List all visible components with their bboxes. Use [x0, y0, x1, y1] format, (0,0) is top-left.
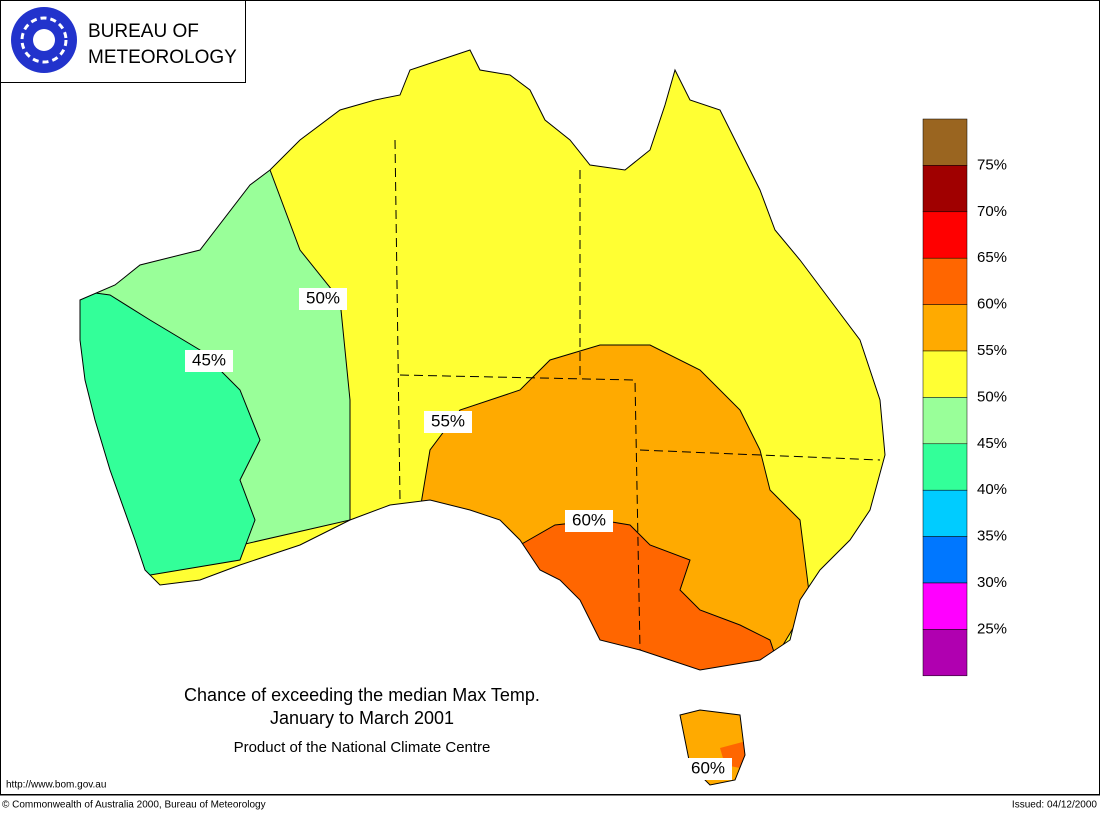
legend-label: 60% [977, 296, 1007, 313]
legend-swatch [922, 536, 968, 584]
legend-label: 35% [977, 528, 1007, 545]
legend-label: 45% [977, 435, 1007, 452]
label-bg [299, 288, 347, 310]
label-bg [424, 411, 472, 433]
legend-label: 75% [977, 156, 1007, 173]
legend-swatch [922, 350, 968, 398]
label-bg [684, 758, 732, 780]
legend-swatch [922, 397, 968, 445]
legend-swatch [922, 304, 968, 352]
tasmania [680, 710, 745, 785]
map-label: 45% [192, 350, 226, 369]
coastline [79, 49, 886, 671]
legend-label: 65% [977, 249, 1007, 266]
map-label: 55% [431, 411, 465, 430]
subtitle: Product of the National Climate Centre [234, 739, 491, 756]
legend-label: 40% [977, 481, 1007, 498]
legend-swatch [922, 582, 968, 630]
legend-label: 70% [977, 203, 1007, 220]
logo-text: METEOROLOGY [88, 47, 237, 68]
legend-swatch [922, 165, 968, 213]
legend-label: 55% [977, 342, 1007, 359]
copyright: © Commonwealth of Australia 2000, Bureau… [2, 800, 266, 811]
legend-swatch [922, 118, 968, 166]
legend-swatch [922, 211, 968, 259]
legend-swatch [922, 443, 968, 491]
legend-swatch [922, 489, 968, 537]
legend-label: 25% [977, 620, 1007, 637]
map-label: 50% [306, 288, 340, 307]
logo-text: BUREAU OF [88, 21, 199, 42]
mainland [80, 50, 885, 670]
legend-swatch [922, 257, 968, 305]
title: Chance of exceeding the median Max Temp. [184, 685, 540, 705]
map-label: 60% [572, 510, 606, 529]
url: http://www.bom.gov.au [6, 780, 106, 791]
label-bg [185, 350, 233, 372]
legend-label: 50% [977, 388, 1007, 405]
map-label: 60% [691, 758, 725, 777]
issued: Issued: 04/12/2000 [1012, 800, 1098, 811]
legend-swatch [922, 629, 968, 677]
legend-label: 30% [977, 574, 1007, 591]
title: January to March 2001 [270, 708, 454, 728]
label-bg [565, 510, 613, 532]
logo-icon [11, 7, 77, 73]
